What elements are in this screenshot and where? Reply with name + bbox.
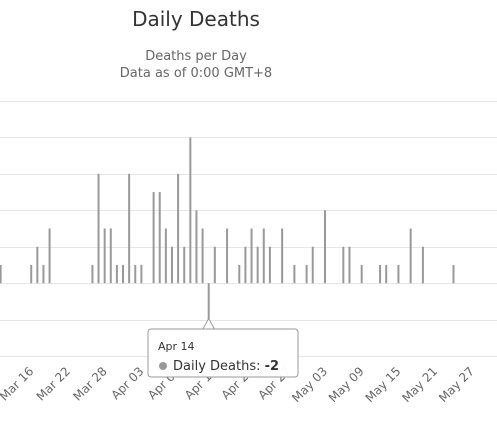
bar[interactable] — [91, 264, 94, 284]
chart-title: Daily Deaths — [132, 7, 260, 31]
bar[interactable] — [409, 228, 412, 284]
bar[interactable] — [360, 264, 363, 284]
bar[interactable] — [342, 246, 345, 284]
tooltip-value: -2 — [265, 359, 279, 374]
bar[interactable] — [244, 246, 247, 284]
bar[interactable] — [281, 228, 284, 284]
bar[interactable] — [48, 228, 51, 284]
gridlines — [0, 101, 497, 357]
tooltip-series-marker — [159, 362, 167, 370]
bar[interactable] — [293, 264, 296, 284]
bar[interactable] — [311, 246, 314, 284]
bar[interactable] — [348, 246, 351, 284]
bar[interactable] — [158, 192, 161, 284]
bar[interactable] — [109, 228, 112, 284]
chart-subtitle-line-2: Data as of 0:00 GMT+8 — [120, 66, 272, 81]
bar[interactable] — [305, 264, 308, 284]
chart-subtitle-line-1: Deaths per Day — [145, 49, 247, 64]
bar[interactable] — [213, 246, 216, 284]
tooltip-separator: : — [256, 359, 265, 374]
bar[interactable] — [238, 264, 241, 284]
bar[interactable] — [140, 264, 143, 284]
bar[interactable] — [379, 264, 382, 284]
bar[interactable] — [97, 173, 100, 284]
x-tick-label: May 27 — [436, 364, 477, 405]
bar[interactable] — [36, 246, 39, 284]
bar[interactable] — [262, 228, 265, 284]
tooltip: Apr 14 Daily Deaths: -2 — [147, 317, 299, 378]
bar[interactable] — [42, 264, 45, 284]
bar[interactable] — [189, 137, 192, 284]
bar[interactable] — [201, 228, 204, 284]
bar[interactable] — [421, 246, 424, 284]
bar[interactable] — [268, 246, 271, 284]
bar[interactable] — [103, 228, 106, 284]
bar[interactable] — [226, 228, 229, 284]
bar[interactable] — [164, 228, 167, 284]
bar[interactable] — [183, 246, 186, 284]
bar[interactable] — [385, 264, 388, 284]
bar[interactable] — [397, 264, 400, 284]
bar[interactable] — [323, 210, 326, 284]
x-tick-label: Mar 22 — [34, 364, 73, 403]
bar-series — [0, 137, 455, 320]
tooltip-box — [147, 328, 299, 378]
tooltip-series-line: Daily Deaths: -2 — [173, 359, 279, 374]
bar[interactable] — [256, 246, 259, 284]
x-tick-label: Mar 16 — [0, 364, 36, 403]
bar[interactable] — [170, 246, 173, 284]
bar[interactable] — [122, 264, 125, 284]
bar[interactable] — [207, 283, 210, 320]
bar[interactable] — [452, 264, 455, 284]
bar[interactable] — [134, 264, 137, 284]
tooltip-date: Apr 14 — [158, 340, 195, 353]
bar[interactable] — [30, 264, 33, 284]
x-tick-label: May 21 — [399, 364, 440, 405]
bar[interactable] — [115, 264, 118, 284]
bar[interactable] — [0, 264, 2, 284]
bar[interactable] — [250, 228, 253, 284]
x-tick-label: May 09 — [326, 364, 367, 405]
x-tick-label: Mar 28 — [70, 364, 109, 403]
bar[interactable] — [152, 192, 155, 284]
bar[interactable] — [177, 173, 180, 284]
x-tick-label: May 15 — [363, 364, 404, 405]
bar[interactable] — [195, 210, 198, 284]
x-tick-label: Apr 03 — [108, 364, 146, 402]
tooltip-series-name: Daily Deaths — [173, 359, 256, 374]
bar[interactable] — [128, 173, 131, 284]
